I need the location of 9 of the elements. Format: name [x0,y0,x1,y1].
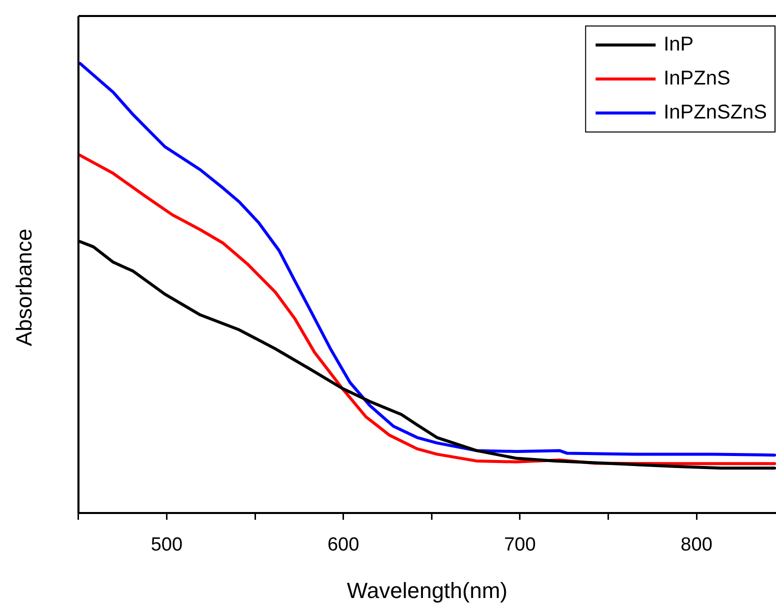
x-axis-title: Wavelength(nm) [346,578,508,603]
legend-label: InPZnS [664,68,730,90]
x-tick-label: 800 [680,534,712,556]
y-axis-title: Absorbance [11,228,36,346]
legend-label: InPZnSZnS [664,102,768,124]
x-tick-label: 500 [150,534,183,556]
legend-label: InP [664,34,694,56]
x-tick-label: 700 [504,534,536,556]
x-tick-label: 600 [327,534,360,556]
